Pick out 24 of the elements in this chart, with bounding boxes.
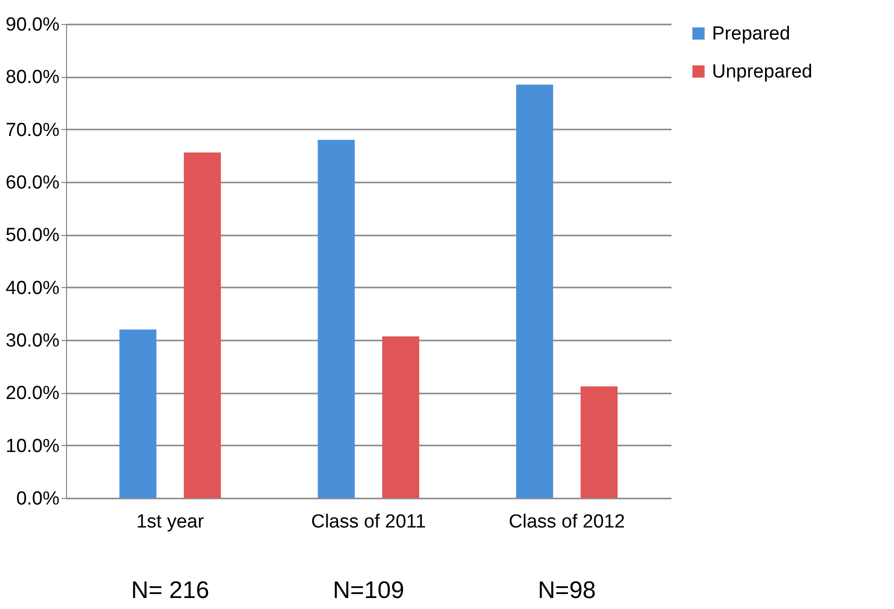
y-tick-label: 50.0% (6, 225, 60, 246)
text: N=109 (332, 577, 404, 604)
y-tick-label: 10.0% (6, 436, 60, 457)
y-tick-label: 0.0% (16, 488, 60, 510)
y-tick-label: 30.0% (6, 330, 60, 352)
bar (382, 336, 420, 498)
text: N= 216 (131, 577, 210, 604)
y-tick-label: 80.0% (6, 67, 60, 88)
x-tick-label: 1st year (136, 512, 205, 532)
y-tick-label: 20.0% (6, 383, 60, 404)
bar (318, 140, 355, 498)
legend-label: Prepared (712, 24, 790, 44)
bar (119, 329, 156, 498)
text: N=98 (538, 577, 596, 604)
y-tick-label: 40.0% (6, 278, 60, 299)
y-tick-label: 70.0% (6, 120, 60, 141)
y-tick-label: 90.0% (6, 14, 60, 36)
legend-label: Unprepared (712, 62, 812, 82)
y-tick-label: 60.0% (6, 172, 60, 194)
x-tick-label: Class of 2011 (311, 512, 426, 532)
x-tick-label: Class of 2012 (508, 512, 625, 532)
bar (580, 386, 618, 498)
bar (516, 84, 554, 498)
bar (184, 152, 221, 498)
